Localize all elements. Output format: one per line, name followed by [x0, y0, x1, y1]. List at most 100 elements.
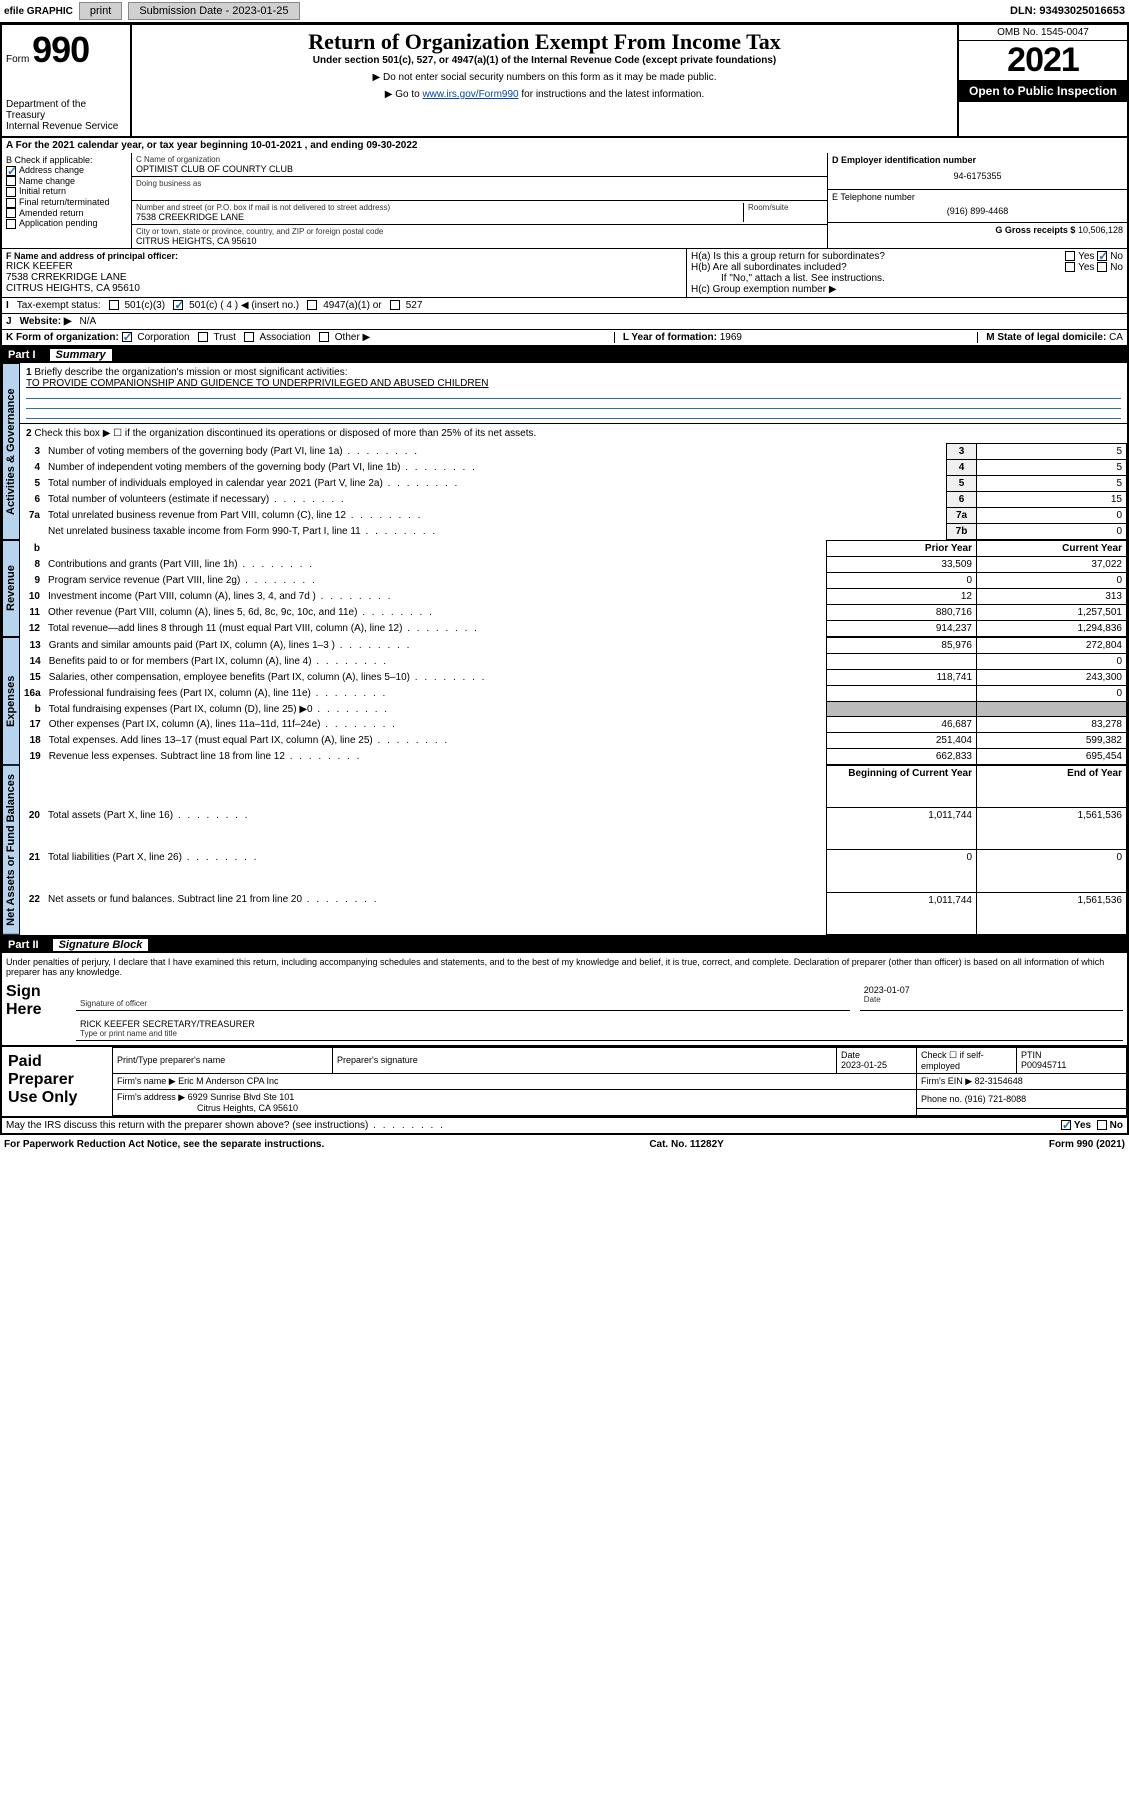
- section-revenue: Revenue bPrior YearCurrent Year8Contribu…: [0, 540, 1129, 637]
- k-label: K Form of organization:: [6, 332, 119, 343]
- website-value: N/A: [80, 316, 97, 327]
- table-row: Net unrelated business taxable income fr…: [20, 524, 1127, 540]
- table-row: 16aProfessional fundraising fees (Part I…: [20, 686, 1127, 702]
- hb-note: If "No," attach a list. See instructions…: [691, 273, 1123, 284]
- table-row: 15Salaries, other compensation, employee…: [20, 670, 1127, 686]
- i-checkbox[interactable]: [390, 300, 400, 310]
- ptin-val: P00945711: [1021, 1060, 1066, 1070]
- k-checkbox[interactable]: [198, 332, 208, 342]
- top-toolbar: efile GRAPHIC print Submission Date - 20…: [0, 0, 1129, 23]
- paid-label: Paid Preparer Use Only: [2, 1047, 112, 1116]
- yes-label-2: Yes: [1078, 262, 1094, 273]
- table-row: 22Net assets or fund balances. Subtract …: [20, 892, 1127, 934]
- tax-year: 2021: [959, 41, 1127, 80]
- col-c: C Name of organization OPTIMIST CLUB OF …: [132, 153, 827, 248]
- domicile-state: CA: [1109, 332, 1123, 343]
- k-checkbox[interactable]: [319, 332, 329, 342]
- sig-date-label: Date: [864, 995, 1119, 1004]
- dba-label: Doing business as: [136, 179, 823, 188]
- submission-date-button[interactable]: Submission Date - 2023-01-25: [128, 2, 299, 20]
- form-number: 990: [32, 29, 89, 70]
- discuss-no-checkbox[interactable]: [1097, 1120, 1107, 1130]
- prep-date-hdr: Date: [841, 1050, 860, 1060]
- no-label: No: [1110, 251, 1123, 262]
- row-j: J Website: ▶ N/A: [0, 314, 1129, 330]
- ein-value: 94-6175355: [832, 165, 1123, 187]
- instr-ssn: ▶ Do not enter social security numbers o…: [136, 72, 953, 83]
- prep-date-val: 2023-01-25: [841, 1060, 887, 1070]
- firm-phone: (916) 721-8088: [965, 1094, 1027, 1104]
- b-item-label: Name change: [19, 176, 75, 186]
- omb-number: OMB No. 1545-0047: [959, 25, 1127, 41]
- k-checkbox[interactable]: [244, 332, 254, 342]
- table-row: 5Total number of individuals employed in…: [20, 476, 1127, 492]
- netassets-table: Beginning of Current YearEnd of Year20To…: [20, 765, 1127, 935]
- b-item-label: Final return/terminated: [19, 197, 110, 207]
- tab-expenses: Expenses: [2, 637, 20, 765]
- footer-mid: Cat. No. 11282Y: [649, 1139, 723, 1150]
- efile-label: efile GRAPHIC: [4, 6, 73, 17]
- table-row: 6Total number of volunteers (estimate if…: [20, 492, 1127, 508]
- form-header: Form 990 Department of the Treasury Inte…: [0, 23, 1129, 138]
- l-label: L Year of formation:: [623, 332, 717, 343]
- firm-addr-label: Firm's address ▶: [117, 1092, 185, 1102]
- j-label: Website: ▶: [20, 316, 72, 327]
- ha-no-checkbox[interactable]: [1097, 251, 1107, 261]
- e-label: E Telephone number: [832, 192, 1123, 202]
- b-item-label: Amended return: [19, 208, 84, 218]
- year-formation: 1969: [720, 332, 742, 343]
- discuss-text: May the IRS discuss this return with the…: [6, 1120, 368, 1131]
- prep-sig-hdr: Preparer's signature: [337, 1055, 418, 1065]
- form-prefix: Form: [6, 54, 29, 65]
- i-checkbox[interactable]: [173, 300, 183, 310]
- b-checkbox[interactable]: [6, 219, 16, 229]
- print-button[interactable]: print: [79, 2, 122, 20]
- b-checkbox[interactable]: [6, 176, 16, 186]
- firm-ein: 82-3154648: [975, 1076, 1023, 1086]
- revenue-table: bPrior YearCurrent Year8Contributions an…: [20, 540, 1127, 637]
- b-checkbox[interactable]: [6, 208, 16, 218]
- b-checkbox[interactable]: [6, 198, 16, 208]
- section-netassets: Net Assets or Fund Balances Beginning of…: [0, 765, 1129, 937]
- m-label: M State of legal domicile:: [986, 332, 1106, 343]
- b-checkbox[interactable]: [6, 187, 16, 197]
- section-f-h: F Name and address of principal officer:…: [0, 249, 1129, 298]
- c-name-label: C Name of organization: [136, 155, 823, 164]
- discuss-yes-checkbox[interactable]: [1061, 1120, 1071, 1130]
- b-checkbox[interactable]: [6, 166, 16, 176]
- print-name-label: Type or print name and title: [80, 1029, 1119, 1038]
- footer-left: For Paperwork Reduction Act Notice, see …: [4, 1139, 324, 1150]
- prep-name-hdr: Print/Type preparer's name: [117, 1055, 225, 1065]
- firm-name: Eric M Anderson CPA Inc: [178, 1076, 278, 1086]
- i-checkbox[interactable]: [109, 300, 119, 310]
- no-label-2: No: [1110, 262, 1123, 273]
- officer-print-name: RICK KEEFER SECRETARY/TREASURER: [80, 1019, 1119, 1029]
- k-checkbox[interactable]: [122, 332, 132, 342]
- firm-ein-label: Firm's EIN ▶: [921, 1076, 972, 1086]
- dept-label: Department of the Treasury: [6, 99, 126, 121]
- gross-receipts: 10,506,128: [1078, 225, 1123, 235]
- row-i: I Tax-exempt status: 501(c)(3) 501(c) ( …: [0, 298, 1129, 314]
- ptin-hdr: PTIN: [1021, 1050, 1042, 1060]
- hb-yes-checkbox[interactable]: [1065, 262, 1075, 272]
- table-row: 11Other revenue (Part VIII, column (A), …: [20, 605, 1127, 621]
- form-subtitle: Under section 501(c), 527, or 4947(a)(1)…: [136, 55, 953, 66]
- i-checkbox[interactable]: [307, 300, 317, 310]
- table-row: 9Program service revenue (Part VIII, lin…: [20, 573, 1127, 589]
- irs-link[interactable]: www.irs.gov/Form990: [422, 89, 518, 100]
- org-address: 7538 CREEKRIDGE LANE: [136, 212, 743, 222]
- page-footer: For Paperwork Reduction Act Notice, see …: [0, 1135, 1129, 1154]
- part2-title: Signature Block: [53, 939, 149, 951]
- discuss-yes: Yes: [1074, 1120, 1091, 1131]
- addr-label: Number and street (or P.O. box if mail i…: [136, 203, 743, 212]
- line2-text: Check this box ▶ ☐ if the organization d…: [34, 428, 536, 439]
- hc-label: H(c) Group exemption number ▶: [691, 284, 1123, 295]
- b-item-label: Address change: [19, 165, 84, 175]
- part1-title: Summary: [50, 349, 112, 361]
- line-a: A For the 2021 calendar year, or tax yea…: [0, 138, 1129, 153]
- ha-yes-checkbox[interactable]: [1065, 251, 1075, 261]
- self-emp-label: Check ☐ if self-employed: [921, 1050, 984, 1071]
- hb-no-checkbox[interactable]: [1097, 262, 1107, 272]
- table-row: 17Other expenses (Part IX, column (A), l…: [20, 717, 1127, 733]
- section-b-to-g: B Check if applicable: Address changeNam…: [0, 153, 1129, 249]
